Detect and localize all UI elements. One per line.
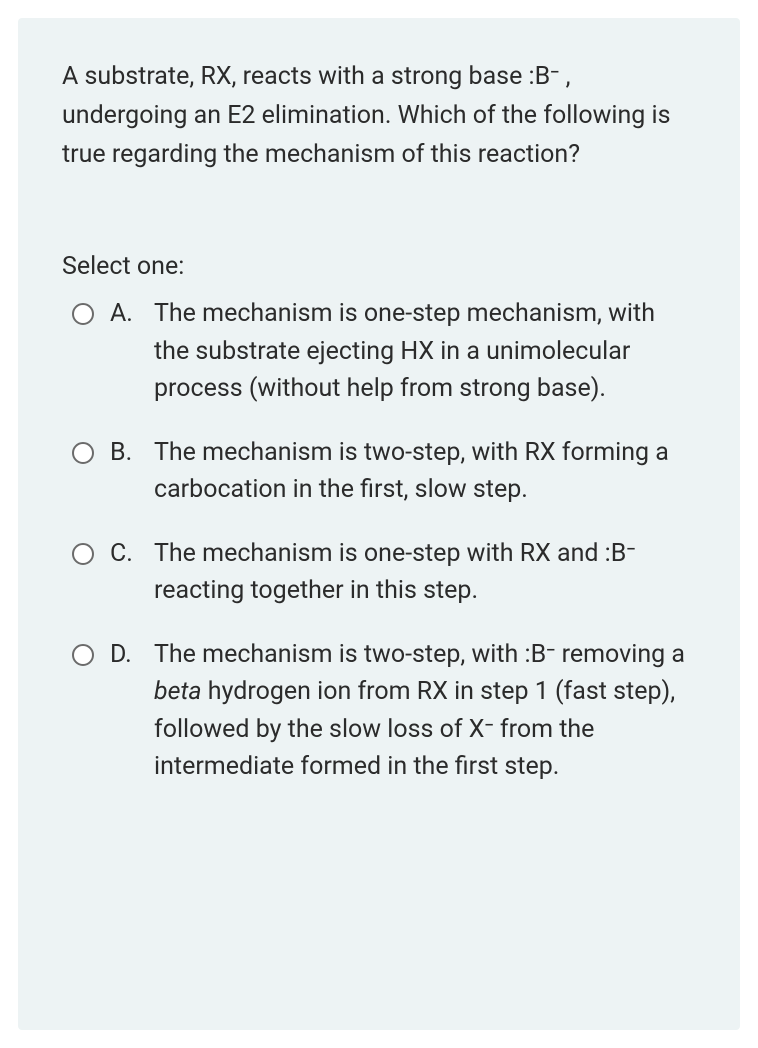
option-text-pre: The mechanism is two-step, with :B⁻ remo… <box>154 640 685 669</box>
option-letter: B. <box>110 434 146 472</box>
option-text: The mechanism is two-step, with :B⁻ remo… <box>154 636 696 786</box>
radio-a[interactable] <box>72 303 94 325</box>
options-list: A. The mechanism is one-step mechanism, … <box>62 295 696 786</box>
option-b[interactable]: B. The mechanism is two-step, with RX fo… <box>72 434 696 509</box>
question-card: A substrate, RX, reacts with a strong ba… <box>18 18 740 1030</box>
option-letter: A. <box>110 295 146 333</box>
option-d[interactable]: D. The mechanism is two-step, with :B⁻ r… <box>72 636 696 786</box>
option-text-italic: beta <box>154 677 202 706</box>
option-text: The mechanism is two-step, with RX formi… <box>154 434 696 509</box>
option-letter: D. <box>110 636 146 674</box>
radio-c[interactable] <box>72 543 94 565</box>
radio-d[interactable] <box>72 644 94 666</box>
option-letter: C. <box>110 535 146 573</box>
option-text: The mechanism is one-step mechanism, wit… <box>154 295 696 408</box>
radio-b[interactable] <box>72 442 94 464</box>
option-text: The mechanism is one-step with RX and :B… <box>154 535 696 610</box>
question-text: A substrate, RX, reacts with a strong ba… <box>62 58 696 174</box>
option-a[interactable]: A. The mechanism is one-step mechanism, … <box>72 295 696 408</box>
option-c[interactable]: C. The mechanism is one-step with RX and… <box>72 535 696 610</box>
option-text-post: hydrogen ion from RX in step 1 (fast ste… <box>154 677 675 781</box>
select-one-label: Select one: <box>62 252 696 281</box>
